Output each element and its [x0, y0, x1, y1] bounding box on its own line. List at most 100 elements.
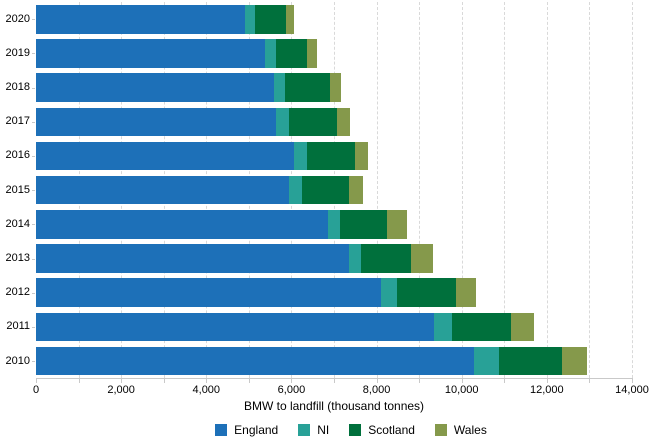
- x-axis-tick: [334, 379, 335, 383]
- bar-segment-2014-ni: [328, 210, 341, 239]
- bar-segment-2016-england: [36, 141, 294, 171]
- y-axis-tick: [32, 224, 35, 226]
- y-axis-tick: [32, 87, 35, 89]
- bar-segment-2014-wales: [386, 210, 407, 239]
- y-axis-tick: [32, 292, 35, 294]
- bar-segment-2011-england: [36, 312, 435, 342]
- bar-segment-2012-scotland: [397, 278, 456, 307]
- bar-segment-2016-ni: [293, 141, 307, 171]
- x-axis-tick-label-12000: 12,000: [530, 384, 564, 396]
- y-axis-tick: [32, 19, 35, 21]
- bar-segment-2010-wales: [562, 346, 588, 376]
- legend-item-ni: NI: [298, 423, 329, 437]
- x-axis-line: [36, 378, 633, 379]
- bar-segment-2012-england: [36, 278, 381, 307]
- bar-segment-2014-england: [36, 210, 329, 239]
- x-axis-tick: [36, 379, 37, 383]
- bar-row-2011: [36, 312, 534, 342]
- legend-item-england: England: [215, 423, 278, 437]
- x-axis-tick: [291, 379, 293, 383]
- bar-segment-2020-england: [36, 5, 245, 34]
- bar-segment-2012-ni: [380, 278, 398, 307]
- bar-segment-2013-england: [36, 244, 350, 273]
- x-axis-title: BMW to landfill (thousand tonnes): [243, 399, 425, 413]
- bar-row-2017: [36, 107, 350, 137]
- x-axis-tick: [461, 379, 463, 383]
- bar-segment-2013-scotland: [361, 244, 411, 273]
- legend-item-wales: Wales: [434, 423, 487, 437]
- bar-segment-2011-wales: [511, 312, 534, 342]
- y-axis-label-2012: 2012: [5, 286, 30, 299]
- y-axis-label-2011: 2011: [6, 320, 30, 333]
- legend-label-scotland: Scotland: [368, 423, 415, 437]
- y-axis-label-2010: 2010: [5, 354, 30, 367]
- bar-segment-2013-ni: [349, 244, 362, 273]
- legend-swatch-england: [215, 424, 228, 436]
- x-axis-tick: [589, 379, 591, 383]
- x-axis-tick-label-4000: 4,000: [192, 384, 221, 396]
- y-axis-label-2015: 2015: [5, 183, 30, 196]
- bar-segment-2015-ni: [289, 175, 303, 205]
- bar-segment-2019-ni: [265, 39, 277, 68]
- y-axis-label-2013: 2013: [5, 252, 30, 265]
- bar-row-2016: [36, 141, 369, 171]
- y-axis-tick: [32, 190, 35, 192]
- x-axis-tick: [504, 379, 506, 383]
- x-axis-tick-label-2000: 2,000: [107, 384, 135, 396]
- y-axis-label-2018: 2018: [5, 81, 30, 94]
- legend-label-england: England: [234, 423, 279, 437]
- y-axis-label-2019: 2019: [5, 46, 30, 59]
- x-axis-tick: [546, 379, 548, 383]
- bar-segment-2010-ni: [474, 346, 499, 376]
- bar-segment-2016-wales: [355, 141, 369, 171]
- bar-segment-2019-england: [36, 39, 266, 68]
- x-axis-tick-label-0: 0: [32, 384, 40, 396]
- plot-area: [36, 2, 633, 378]
- legend-swatch-scotland: [349, 424, 362, 436]
- bar-segment-2015-wales: [349, 175, 363, 205]
- legend-label-wales: Wales: [453, 423, 487, 437]
- y-axis-tick: [32, 258, 35, 260]
- legend-swatch-ni: [298, 424, 311, 436]
- bar-segment-2020-wales: [286, 5, 295, 34]
- bar-row-2012: [36, 278, 477, 307]
- bar-segment-2018-ni: [273, 73, 285, 102]
- bar-segment-2014-scotland: [340, 210, 387, 239]
- gridline: [589, 2, 591, 378]
- x-axis-tick-label-8000: 8,000: [362, 384, 391, 396]
- y-axis-tick: [32, 53, 35, 55]
- x-axis-tick: [248, 379, 250, 383]
- bar-segment-2013-wales: [410, 244, 433, 273]
- x-axis-tick: [419, 379, 421, 383]
- bar-segment-2018-england: [36, 73, 274, 102]
- bar-row-2013: [36, 244, 433, 273]
- y-axis-tick: [32, 326, 35, 328]
- legend: England NI Scotland Wales: [36, 423, 666, 437]
- y-axis-tick: [32, 155, 35, 157]
- bar-segment-2019-wales: [306, 39, 317, 68]
- x-axis-tick-label-14000: 14,000: [615, 384, 649, 396]
- bar-row-2020: [36, 5, 295, 34]
- bar-row-2019: [36, 39, 317, 68]
- gridline: [632, 2, 633, 378]
- bar-row-2010: [36, 346, 588, 376]
- bar-segment-2017-england: [36, 107, 277, 137]
- bar-segment-2017-scotland: [288, 107, 337, 137]
- bar-segment-2015-scotland: [302, 175, 350, 205]
- gridline: [461, 2, 463, 378]
- bar-segment-2011-ni: [434, 312, 453, 342]
- bar-segment-2017-wales: [336, 107, 350, 137]
- gridline: [504, 2, 506, 378]
- bar-segment-2018-scotland: [284, 73, 331, 102]
- gridline: [419, 2, 421, 378]
- bar-segment-2018-wales: [330, 73, 342, 102]
- bar-segment-2020-ni: [244, 5, 255, 34]
- bar-segment-2011-scotland: [452, 312, 512, 342]
- x-axis-tick-label-6000: 6,000: [277, 384, 306, 396]
- bar-segment-2016-scotland: [306, 141, 356, 171]
- x-axis-tick: [632, 379, 633, 383]
- bar-row-2014: [36, 210, 407, 239]
- bar-segment-2010-england: [36, 346, 475, 376]
- x-axis-tick: [376, 379, 378, 383]
